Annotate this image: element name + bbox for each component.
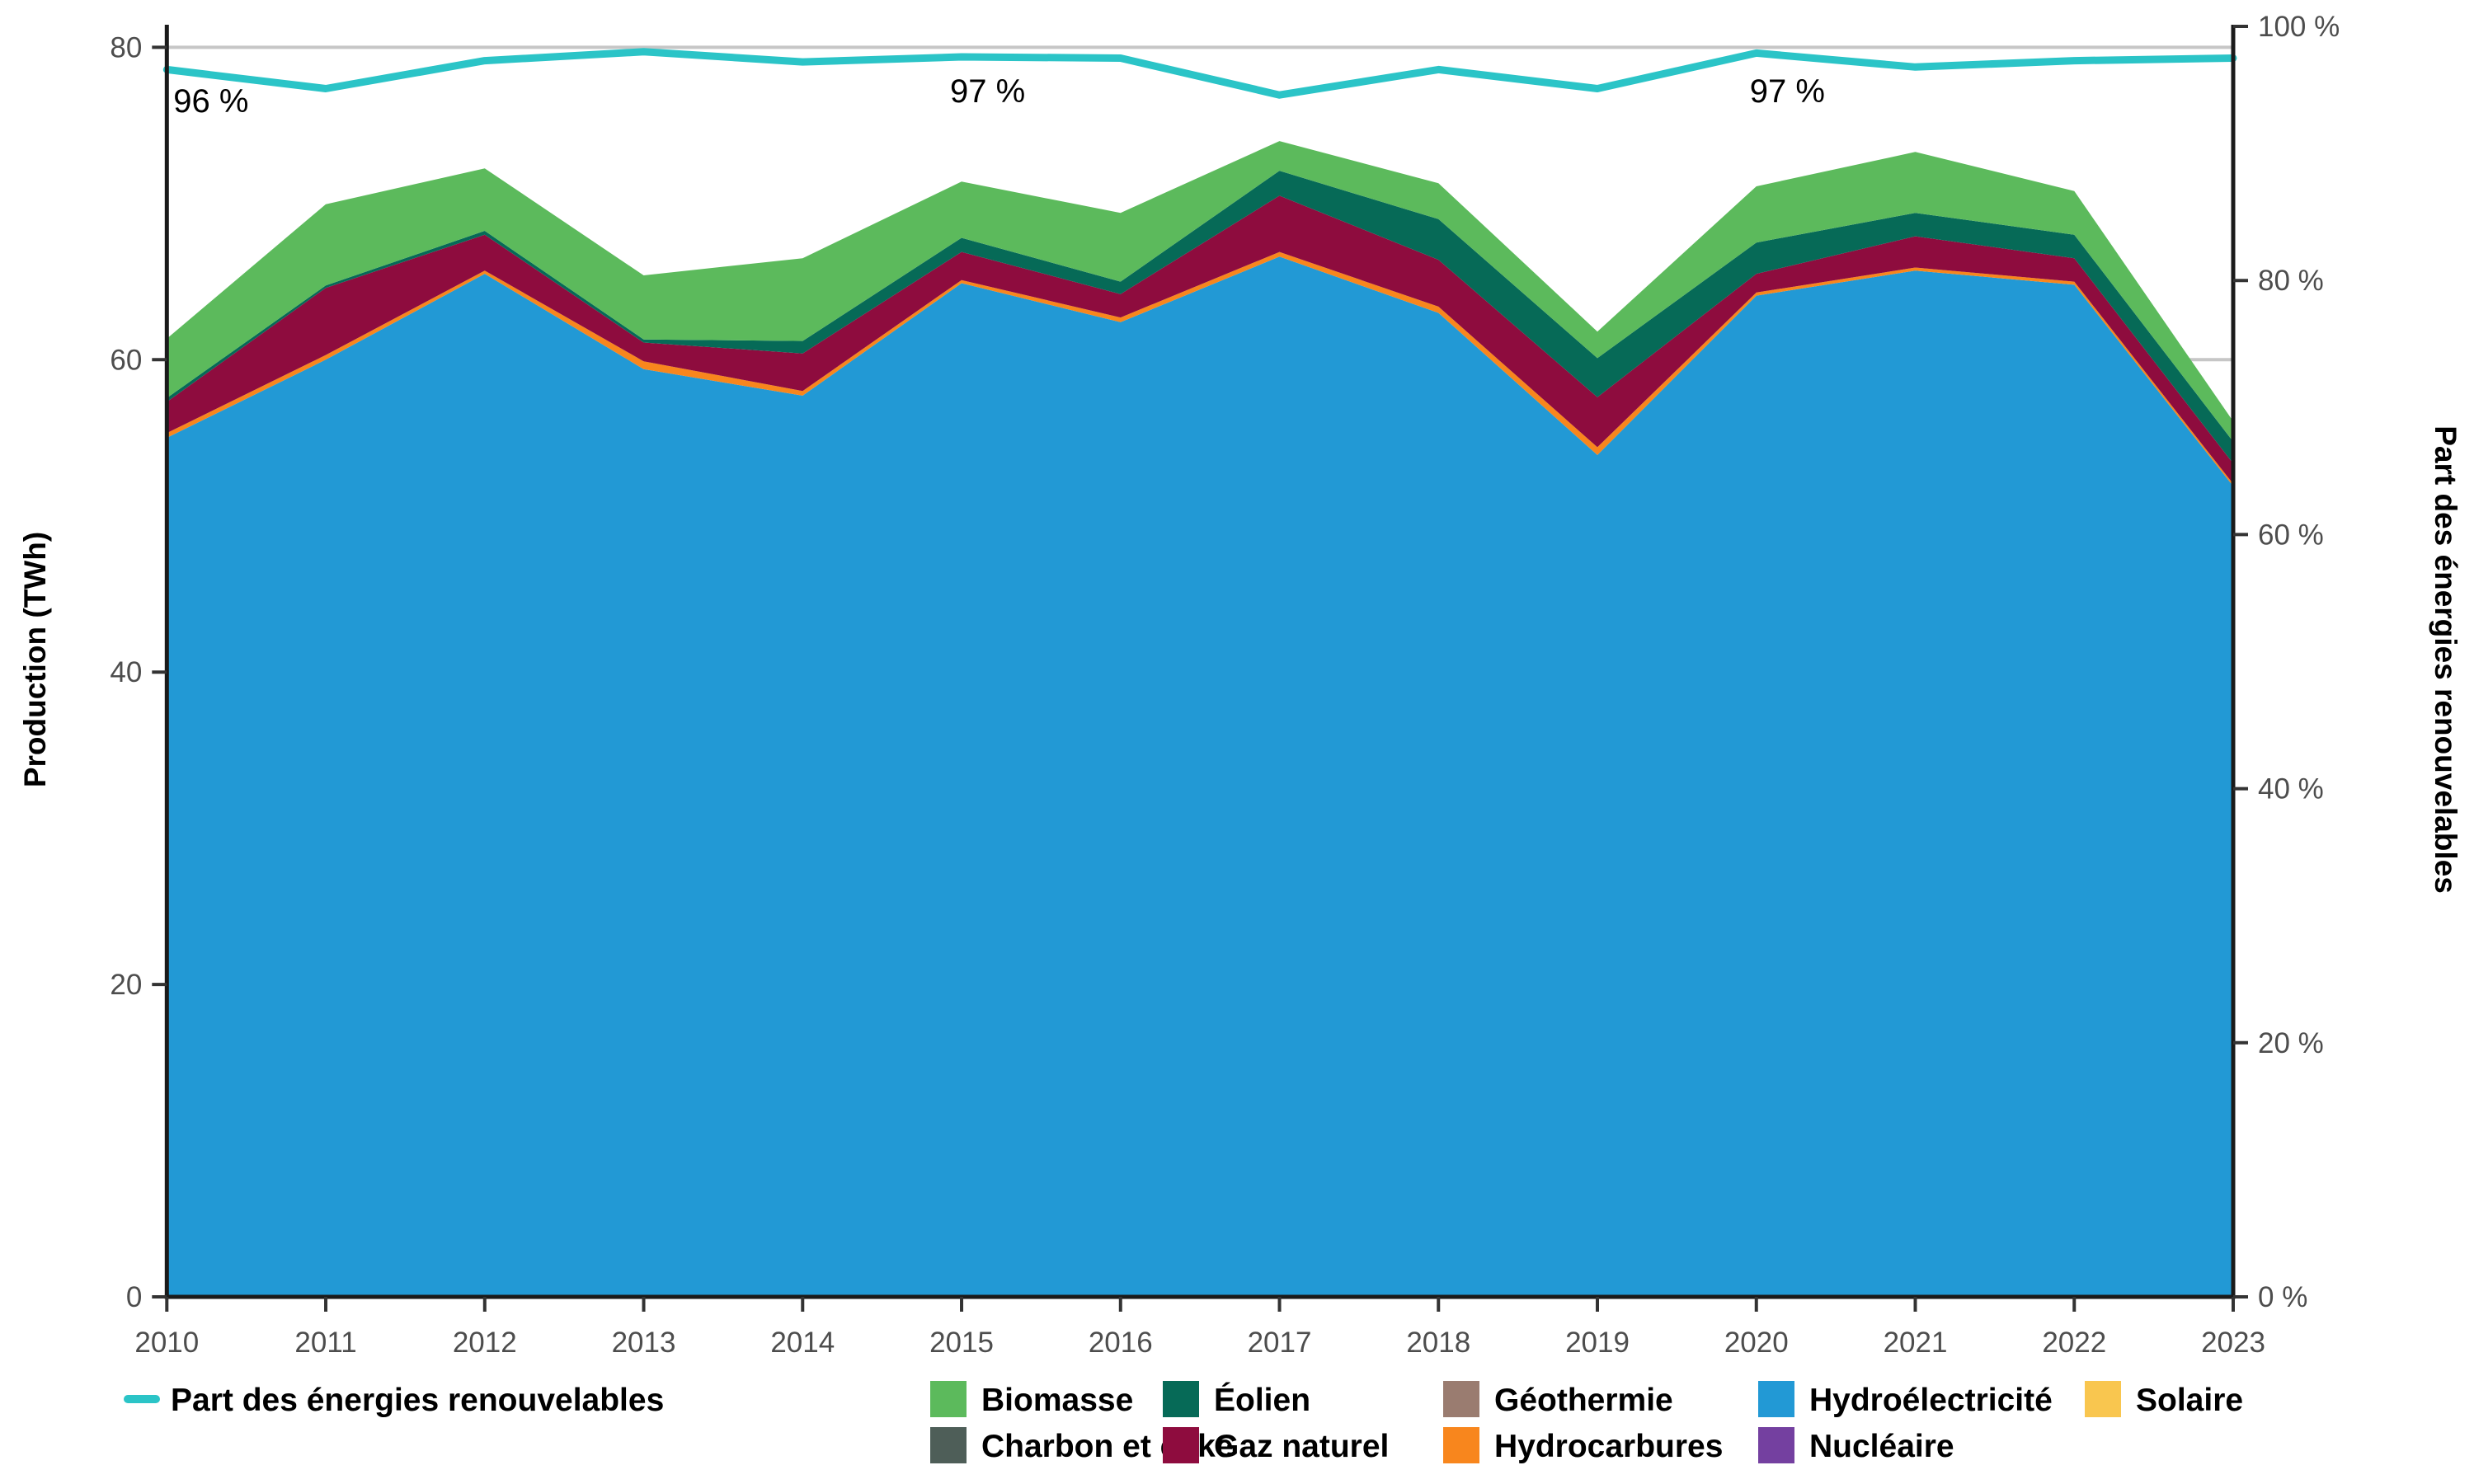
x-tick-label-2020: 2020 <box>1724 1327 1789 1359</box>
legend-swatch-biomasse <box>930 1381 967 1417</box>
area-hydroelectricite <box>167 256 2233 1297</box>
legend-swatch-eolien <box>1163 1381 1199 1417</box>
right-tick-label-20: 20 % <box>2258 1027 2324 1059</box>
left-tick-label-20: 20 <box>110 969 142 1001</box>
left-tick-label-80: 80 <box>110 31 142 63</box>
x-tick-label-2014: 2014 <box>770 1327 835 1359</box>
x-tick-label-2017: 2017 <box>1248 1327 1312 1359</box>
legend-swatch-hydrocarbures <box>1443 1427 1479 1463</box>
legend-swatch-charbon <box>930 1427 967 1463</box>
x-tick-label-2023: 2023 <box>2201 1327 2265 1359</box>
annotation-2020: 97 % <box>1750 73 1825 110</box>
legend-line-label: Part des énergies renouvelables <box>171 1383 664 1418</box>
x-tick-label-2016: 2016 <box>1089 1327 1153 1359</box>
legend-label-hydroelectricite: Hydroélectricité <box>1809 1383 2053 1418</box>
legend-label-hydrocarbures: Hydrocarbures <box>1494 1429 1723 1464</box>
legend-swatch-gaz_naturel <box>1163 1427 1199 1463</box>
legend-line-swatch <box>124 1395 160 1403</box>
axis-ticks-labels: 0 20 40 60 80 0 % 20 % 40 % 60 % 80 % 100 % 2010 201… <box>110 11 2340 1359</box>
legend-label-solaire: Solaire <box>2136 1383 2243 1418</box>
area-gaz_naturel <box>167 195 2233 484</box>
legend: Part des énergies renouvelables BiomasseC… <box>124 1381 2243 1464</box>
right-axis-title: Part des énergies renouvelables <box>2429 425 2462 894</box>
x-tick-label-2011: 2011 <box>294 1327 356 1359</box>
annotation-2010: 96 % <box>173 83 248 120</box>
x-tick-label-2019: 2019 <box>1565 1327 1630 1359</box>
legend-swatch-solaire <box>2085 1381 2121 1417</box>
legend-label-biomasse: Biomasse <box>981 1383 1133 1418</box>
legend-label-nucleaire: Nucléaire <box>1809 1429 1954 1464</box>
legend-label-geothermie: Géothermie <box>1494 1383 1673 1418</box>
annotation-2015: 97 % <box>950 73 1025 110</box>
legend-swatch-geothermie <box>1443 1381 1479 1417</box>
area-eolien <box>167 171 2233 464</box>
x-tick-label-2021: 2021 <box>1884 1327 1948 1359</box>
left-tick-label-60: 60 <box>110 344 142 376</box>
right-tick-label-100: 100 % <box>2258 11 2340 43</box>
legend-label-gaz_naturel: Gaz naturel <box>1214 1429 1389 1464</box>
x-tick-label-2018: 2018 <box>1406 1327 1470 1359</box>
x-tick-label-2015: 2015 <box>929 1327 994 1359</box>
left-axis-title: Production (TWh) <box>18 532 52 787</box>
right-tick-label-60: 60 % <box>2258 519 2324 551</box>
percent-annotations: 96 % 97 % 97 % <box>173 73 1825 120</box>
area-biomasse <box>167 141 2233 442</box>
axis-lines <box>164 25 2236 1299</box>
x-tick-label-2022: 2022 <box>2042 1327 2106 1359</box>
left-tick-label-40: 40 <box>110 656 142 688</box>
x-tick-label-2010: 2010 <box>134 1327 199 1359</box>
x-tick-label-2013: 2013 <box>612 1327 676 1359</box>
right-tick-label-0: 0 % <box>2258 1281 2307 1313</box>
right-tick-label-80: 80 % <box>2258 265 2324 297</box>
renewables-share-line <box>162 48 2237 99</box>
renewables-line <box>162 48 2237 99</box>
right-tick-label-40: 40 % <box>2258 773 2324 805</box>
legend-swatch-hydroelectricite <box>1758 1381 1794 1417</box>
legend-swatch-nucleaire <box>1758 1427 1794 1463</box>
stacked-areas <box>167 141 2233 1297</box>
legend-label-eolien: Éolien <box>1214 1382 1310 1418</box>
left-tick-label-0: 0 <box>126 1281 142 1313</box>
x-tick-label-2012: 2012 <box>453 1327 517 1359</box>
